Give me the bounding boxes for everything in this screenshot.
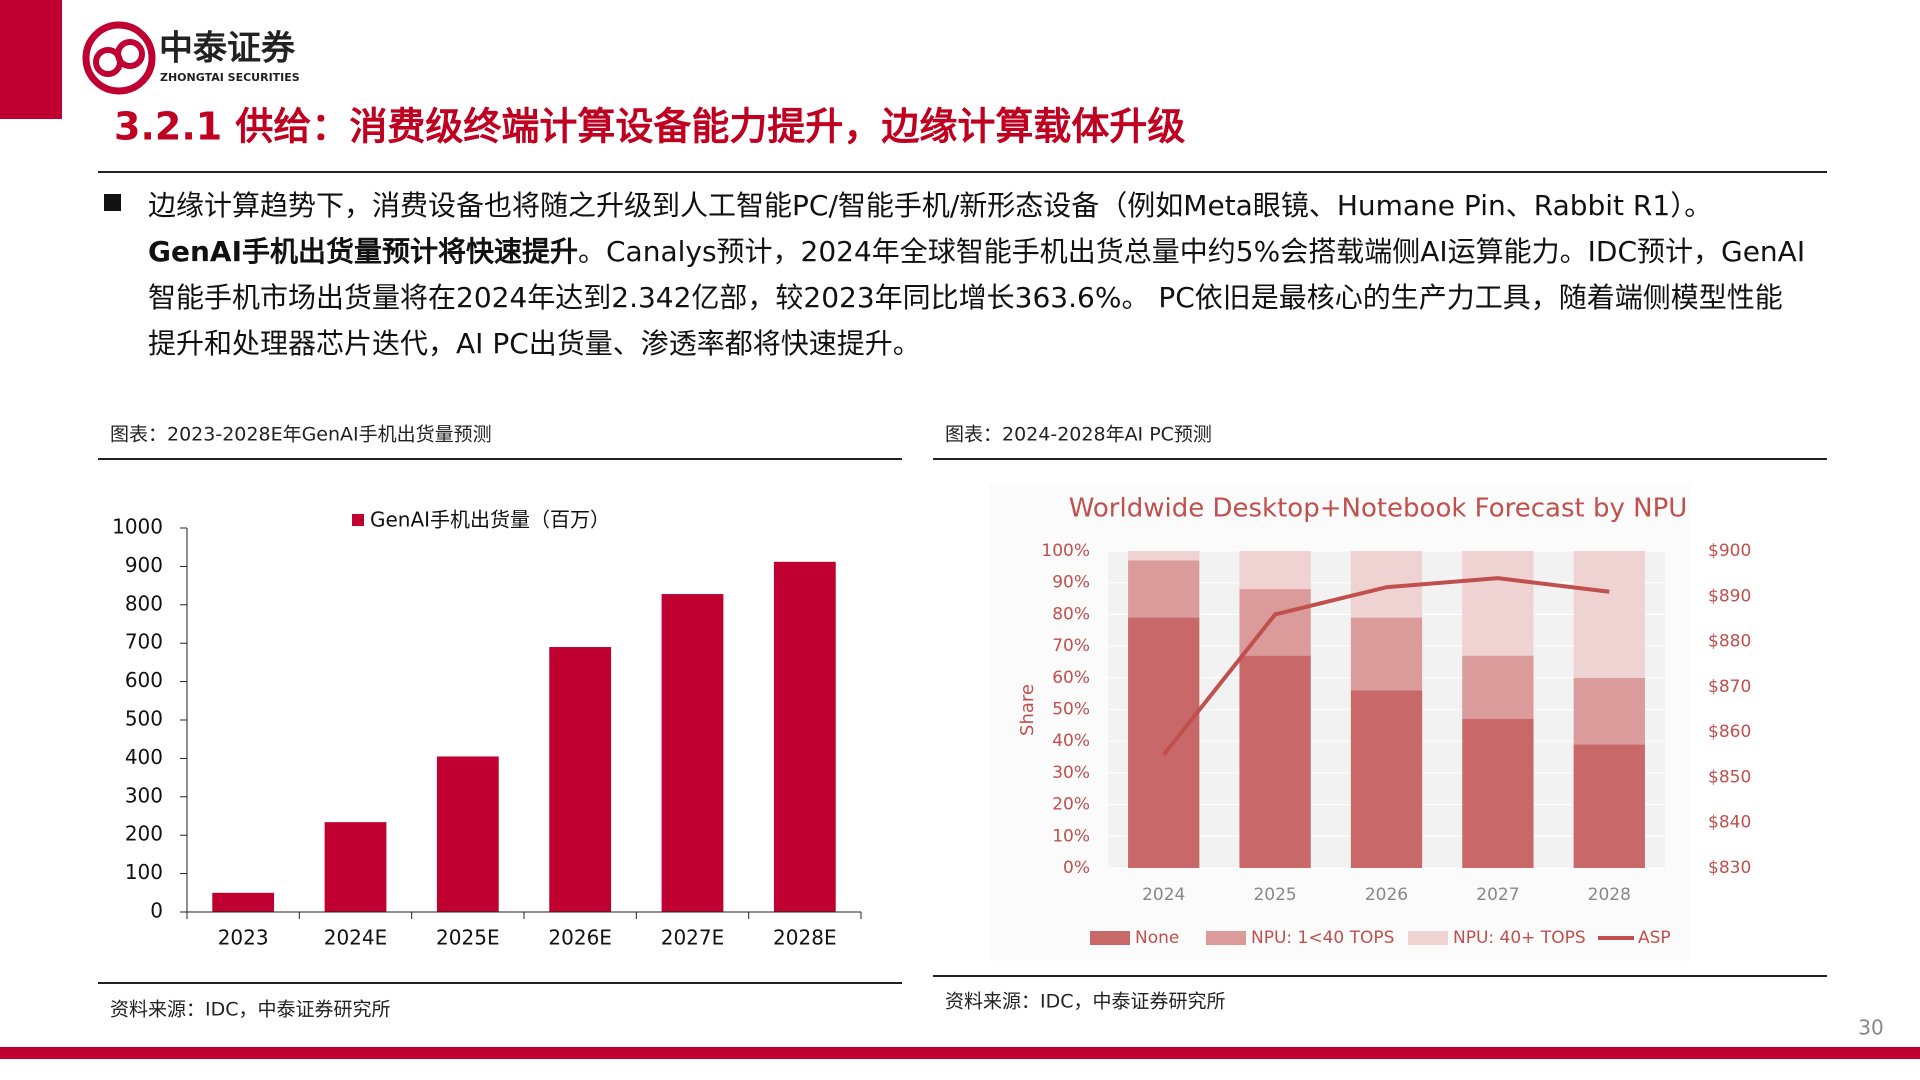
x-tick-label: 2027	[1476, 885, 1519, 905]
y-tick-label: 0%	[1063, 858, 1090, 878]
bar	[1573, 551, 1645, 678]
bar	[1462, 655, 1534, 720]
x-tick-label: 2028E	[773, 926, 837, 950]
y-tick-label: 800	[125, 591, 163, 615]
source: 资料来源：IDC，中泰证券研究所	[945, 991, 1226, 1013]
source: 资料来源：IDC，中泰证券研究所	[110, 999, 391, 1021]
bar	[1128, 551, 1200, 561]
bar	[1239, 551, 1311, 590]
y-tick-label: 100%	[1041, 541, 1090, 561]
legend-label: ASP	[1638, 928, 1671, 948]
bar	[1350, 690, 1423, 868]
chart-title: Worldwide Desktop+Notebook Forecast by N…	[1069, 494, 1688, 524]
bar	[773, 561, 836, 912]
x-tick-label: 2028	[1588, 885, 1631, 905]
y-tick-label: 70%	[1052, 636, 1090, 656]
logo-mark	[115, 39, 145, 69]
x-tick-label: 2027E	[661, 926, 725, 950]
y-tick-label: 200	[125, 822, 163, 846]
y-axis-label: Share	[1017, 684, 1038, 736]
x-tick-label: 2025	[1253, 885, 1296, 905]
y2-tick-label: $870	[1708, 677, 1751, 697]
y-tick-label: 300	[125, 783, 163, 807]
y-tick-label: 50%	[1052, 700, 1090, 720]
y2-tick-label: $890	[1708, 586, 1751, 606]
text: 边缘计算趋势下，消费设备也将随之升级到人工智能PC/智能手机/新形态设备（例如M…	[148, 189, 1713, 222]
legend-swatch	[1408, 931, 1448, 945]
page-title: 3.2.1 供给：消费级终端计算设备能力提升，边缘计算载体升级	[114, 105, 1185, 149]
y-tick-label: 30%	[1052, 763, 1090, 783]
bar	[436, 756, 499, 912]
bullet	[104, 194, 121, 211]
bar	[1239, 655, 1311, 868]
line	[1162, 576, 1610, 757]
text: 。Canalys预计，2024年全球智能手机出货总量中约5%会搭载端侧AI运算能…	[148, 235, 1806, 360]
legend-label: NPU: 1<40 TOPS	[1251, 928, 1394, 948]
y-tick-label: 40%	[1052, 731, 1090, 751]
y-tick-label: 600	[125, 668, 163, 692]
y-tick-label: 700	[125, 630, 163, 654]
bar	[324, 822, 387, 912]
y2-tick-label: $850	[1708, 767, 1751, 787]
y2-tick-label: $900	[1708, 541, 1751, 561]
legend-label: GenAI手机出货量（百万）	[370, 508, 610, 532]
page-number: 30	[1858, 1016, 1883, 1040]
legend-swatch	[1090, 931, 1130, 945]
bar	[212, 892, 275, 912]
x-tick-label: 2026	[1365, 885, 1408, 905]
bar	[1462, 551, 1534, 656]
bar	[1128, 560, 1200, 618]
legend-swatch	[352, 514, 364, 526]
y-tick-label: 90%	[1052, 573, 1090, 593]
chart-caption: 图表：2023-2028E年GenAI手机出货量预测	[110, 424, 492, 446]
footer-bar	[0, 1047, 1920, 1059]
brand: 中泰证券	[159, 29, 296, 69]
bar	[661, 594, 724, 912]
bar	[549, 647, 612, 912]
x-tick-label: 2023	[218, 926, 269, 950]
bar	[1573, 744, 1645, 868]
legend-label: NPU: 40+ TOPS	[1453, 928, 1586, 948]
y2-tick-label: $880	[1708, 632, 1751, 652]
y2-tick-label: $860	[1708, 722, 1751, 742]
bar	[1350, 617, 1423, 691]
x-tick-label: 2024E	[324, 926, 388, 950]
x-tick-label: 2025E	[436, 926, 500, 950]
legend-swatch	[1206, 931, 1246, 945]
y-tick-label: 0	[150, 899, 163, 923]
legend-label: None	[1135, 928, 1179, 948]
bar	[1128, 617, 1200, 868]
x-tick-label: 2026E	[548, 926, 612, 950]
y-tick-label: 10%	[1052, 826, 1090, 846]
header-block	[0, 0, 62, 119]
y2-tick-label: $830	[1708, 858, 1751, 878]
y-tick-label: 80%	[1052, 604, 1090, 624]
brand-en: ZHONGTAI SECURITIES	[160, 71, 300, 84]
bar	[1573, 677, 1645, 745]
bold-text: GenAI手机出货量预计将快速提升	[148, 235, 578, 268]
paragraph: 边缘计算趋势下，消费设备也将随之升级到人工智能PC/智能手机/新形态设备（例如M…	[148, 183, 1808, 367]
x-tick-label: 2024	[1142, 885, 1185, 905]
y-tick-label: 1000	[112, 515, 163, 539]
y2-tick-label: $840	[1708, 813, 1751, 833]
y-tick-label: 60%	[1052, 668, 1090, 688]
y-tick-label: 900	[125, 553, 163, 577]
y-tick-label: 500	[125, 707, 163, 731]
y-tick-label: 400	[125, 745, 163, 769]
bar	[1462, 719, 1534, 868]
logo-ring	[82, 21, 156, 95]
chart-caption: 图表：2024-2028年AI PC预测	[945, 424, 1212, 446]
y-tick-label: 20%	[1052, 795, 1090, 815]
y-tick-label: 100	[125, 860, 163, 884]
